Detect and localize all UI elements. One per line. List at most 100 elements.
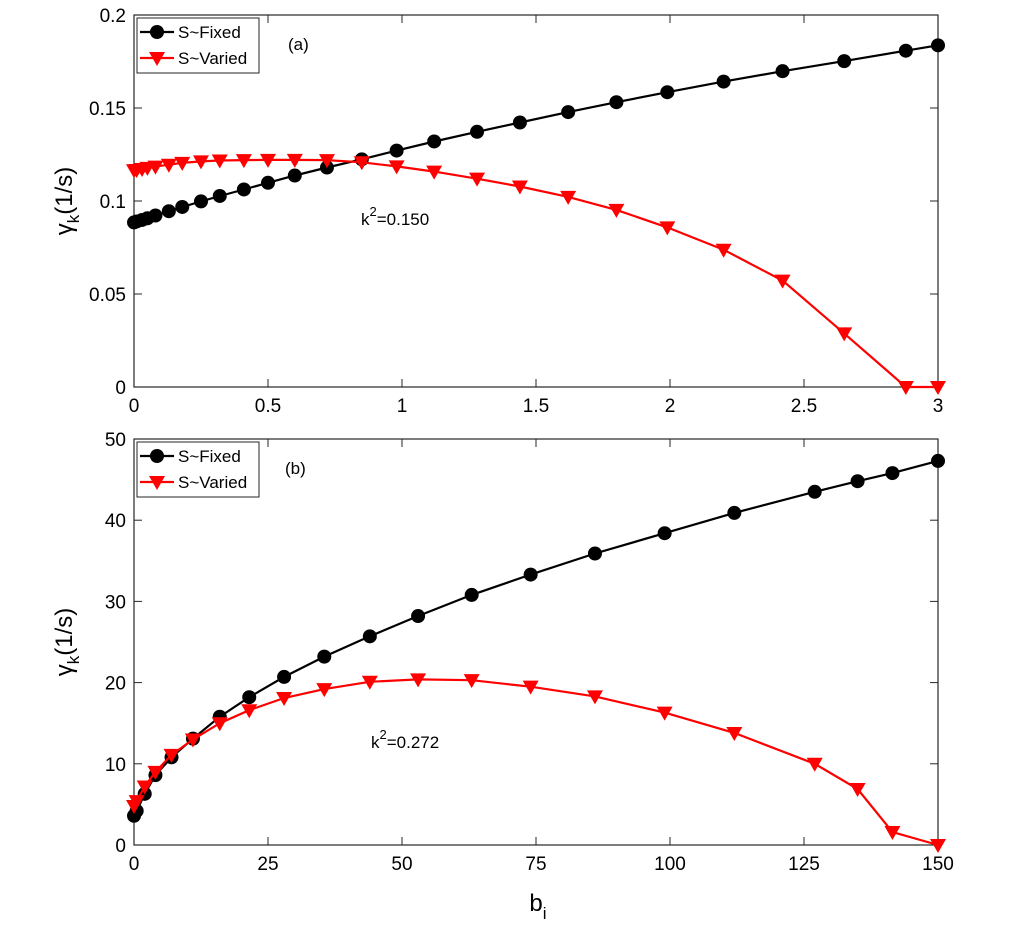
panel-b-xtick-label-0: 0	[129, 854, 140, 875]
panel-a-series-fixed-point-4	[148, 208, 163, 223]
panel-b-series-varied-point-5	[184, 733, 201, 748]
panel-a-series-fixed-point-25	[931, 38, 945, 53]
panel-a-xtick-label-4: 2	[665, 396, 676, 417]
panel-a-ylabel-sub: k	[64, 214, 83, 223]
panel-b-series-varied-point-16	[726, 726, 743, 741]
panel-b-series-varied-point-15	[656, 706, 673, 721]
panel-a-series-varied-point-23	[836, 327, 853, 342]
panel-b-xtick-label-4: 100	[654, 854, 686, 875]
panel-b-series-fixed-point-11	[411, 609, 426, 624]
panel-b-ylabel-sub: k	[64, 655, 83, 664]
panel-a-series-varied-point-10	[260, 153, 276, 168]
panel-b-annotation-base: k	[371, 733, 380, 752]
panel-a-xtick-label-1: 0.5	[255, 396, 281, 417]
panel-a: 0 0.5 1 1.5 2 2.5 3 0 0.05 0.1 0.15 0.2 S~Fixed S~Var…	[51, 6, 946, 417]
panel-b-annotation: k2=0.272	[371, 727, 439, 752]
panel-b-series-fixed-point-10	[362, 629, 377, 644]
panel-a-series-fixed-point-8	[212, 188, 227, 203]
panel-a-annotation-sup: 2	[370, 204, 377, 219]
panel-a-xtick-label-6: 3	[933, 396, 944, 417]
panel-b-series-fixed-point-15	[657, 526, 672, 541]
panel-a-series-varied-point-8	[211, 154, 228, 169]
panel-b-xlabel-main: b	[529, 890, 542, 917]
panel-b-series-varied-point-18	[849, 782, 866, 797]
panel-a-series-fixed-point-10	[261, 175, 275, 190]
panel-b-xtick-label-5: 125	[788, 854, 820, 875]
panel-b-series-varied-point-1	[128, 795, 145, 810]
panel-a-series-varied-point-13	[353, 156, 370, 171]
panel-a-series-fixed-point-15	[427, 134, 442, 149]
panel-b-legend-label-varied: S~Varied	[178, 473, 247, 492]
panel-a-series-fixed-point-16	[470, 124, 485, 139]
panel-a-series-fixed	[127, 38, 945, 230]
panel-a-annotation-rest: =0.150	[377, 210, 429, 229]
panel-b-xlabel: bi	[529, 890, 546, 923]
panel-a-legend-label-varied: S~Varied	[178, 49, 247, 68]
panel-a-series-varied-point-20	[659, 221, 676, 236]
panel-b-axes-box	[133, 438, 939, 846]
panel-b-ytick-label-4: 40	[105, 511, 126, 532]
panel-b-ytick-label-3: 30	[105, 592, 126, 613]
panel-a-series-fixed-point-22	[775, 64, 790, 79]
panel-a-xtick-label-5: 2.5	[791, 396, 817, 417]
panel-a-series-varied-point-6	[174, 156, 191, 171]
panel-b-series-varied-point-11	[410, 673, 427, 688]
panel-b-series-varied-point-7	[241, 704, 258, 719]
panel-b-series-varied-point-3	[147, 765, 164, 780]
panel-b-ylabel-main: γ	[51, 664, 78, 676]
panel-b-xtick-label-2: 50	[391, 854, 412, 875]
panel-a-legend-marker-fixed	[150, 25, 164, 39]
panel-b-series-fixed-point-8	[277, 669, 292, 684]
panel-a-series-fixed-point-17	[512, 115, 527, 130]
panel-b-series-varied-point-9	[316, 683, 333, 698]
panel-b-legend-marker-varied	[149, 476, 165, 490]
panel-b-series-fixed-point-17	[807, 484, 822, 499]
panel-a-ylabel-main: γ	[51, 223, 78, 235]
panel-b-series-varied-point-2	[136, 780, 153, 795]
panel-b-series-varied-point-10	[361, 675, 378, 690]
panel-a-ylabel-unit: (1/s)	[51, 167, 78, 215]
panel-b-legend-marker-fixed	[150, 449, 164, 463]
panel-b-series-varied-point-8	[276, 692, 293, 707]
panel-b-series-varied-point-13	[522, 680, 539, 695]
panel-b-series-fixed-point-18	[850, 474, 865, 489]
panel-a-series-varied-point-25	[930, 381, 946, 395]
panel-a-series-varied-point-5	[160, 158, 177, 173]
panel-b-annotation-sup: 2	[380, 727, 387, 742]
panel-a-series-fixed-point-18	[561, 105, 576, 120]
panel-b-series-varied-point-12	[463, 674, 480, 689]
panel-a-series-fixed-point-19	[609, 95, 624, 110]
panel-a-series-varied-point-22	[774, 274, 791, 289]
panel-a-series-varied-point-4	[147, 160, 164, 175]
panel-a-series-fixed-point-23	[837, 54, 852, 69]
panel-b-series-fixed-point-14	[587, 546, 602, 561]
panel-a-annotation: k2=0.150	[361, 204, 429, 229]
panel-a-series-fixed-point-6	[175, 199, 190, 214]
panel-b-series-fixed-point-9	[317, 649, 332, 664]
panel-a-legend: S~Fixed S~Varied	[136, 17, 260, 74]
panel-b-xtick-label-3: 75	[525, 854, 546, 875]
panel-a-series-varied-point-24	[897, 381, 914, 395]
panel-a-ytick-label-1: 0.05	[89, 285, 126, 306]
panel-a-series-varied-point-11	[286, 153, 303, 168]
panel-b-legend: S~Fixed S~Varied	[136, 441, 260, 498]
panel-b-series-fixed-point-19	[885, 466, 900, 481]
panel-a-series-varied-point-12	[318, 154, 335, 169]
panel-a-ytick-label-0: 0	[115, 378, 126, 399]
panel-a-series-fixed-point-9	[236, 182, 251, 197]
panel-a-ytick-label-4: 0.2	[100, 6, 126, 27]
panel-a-series-varied-point-15	[426, 165, 443, 180]
panel-a-series-fixed-point-24	[898, 43, 913, 58]
panel-a-series-varied-point-9	[235, 154, 252, 169]
panel-b-series-varied-point-17	[806, 757, 823, 772]
panel-a-series-varied-point-7	[193, 155, 209, 170]
panel-a-series-varied-point-19	[608, 203, 625, 218]
panel-a-ylabel: γk(1/s)	[51, 167, 83, 236]
panel-a-ytick-label-3: 0.15	[89, 99, 126, 120]
panel-b-xtick-label-1: 25	[257, 854, 278, 875]
panel-a-series-fixed-point-21	[716, 74, 731, 89]
panel-b-series-fixed-point-12	[464, 587, 479, 602]
panel-a-annotation-base: k	[361, 210, 370, 229]
panel-b-label: (b)	[285, 459, 306, 478]
